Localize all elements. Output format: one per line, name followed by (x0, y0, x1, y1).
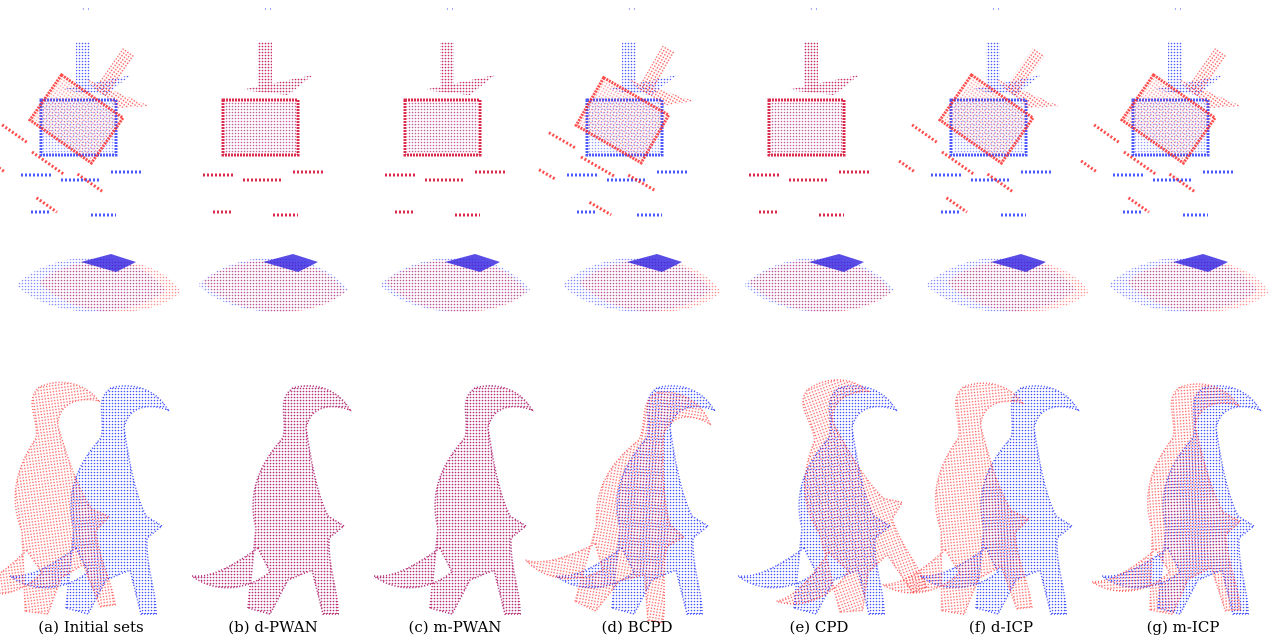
building-debris (21, 172, 141, 215)
building-tag: · · (992, 5, 1000, 14)
building-debris (203, 172, 323, 215)
panel-column: · · (d) BCPD (519, 5, 721, 636)
building-debris (385, 172, 505, 215)
dino-red (192, 386, 350, 614)
building-roof (787, 75, 859, 95)
building-roof (241, 75, 313, 95)
panel-column: · · (c) m-PWAN (374, 5, 532, 636)
building-tag: · · (1174, 5, 1182, 14)
building-tag: · · (628, 5, 636, 14)
building-tag: · · (810, 5, 818, 14)
building-debris (567, 172, 687, 215)
caption: (e) CPD (790, 618, 849, 636)
figure: · · (a) Initial sets · · (b) d-PWAN · · (c) m… (0, 0, 1274, 642)
building-red (385, 42, 505, 215)
building-debris (749, 172, 869, 215)
building-fill (407, 102, 478, 153)
building-debris (1113, 172, 1233, 215)
building-debris (385, 172, 505, 215)
building-debris (749, 172, 869, 215)
caption: (g) m-ICP (1147, 618, 1220, 636)
caption: (d) BCPD (602, 618, 673, 636)
panel-column: · · (b) d-PWAN (192, 5, 350, 636)
caption: (c) m-PWAN (409, 618, 502, 636)
caption: (a) Initial sets (38, 618, 143, 636)
building-roof (423, 75, 495, 95)
panel-column: · · (g) m-ICP (1071, 5, 1269, 636)
building-tag: · · (446, 5, 454, 14)
building-red (203, 42, 323, 215)
panel-column: · · (a) Initial sets (0, 5, 181, 636)
building-fill (225, 102, 296, 153)
caption: (f) d-ICP (969, 618, 1033, 636)
building-tag: · · (82, 5, 90, 14)
panel-column: · · (e) CPD (711, 5, 937, 637)
dino-red (374, 386, 532, 614)
building-red (749, 42, 869, 215)
building-debris (931, 172, 1051, 215)
caption: (b) d-PWAN (228, 618, 317, 636)
building-debris (203, 172, 323, 215)
building-tag: · · (264, 5, 272, 14)
building-fill (771, 102, 842, 153)
